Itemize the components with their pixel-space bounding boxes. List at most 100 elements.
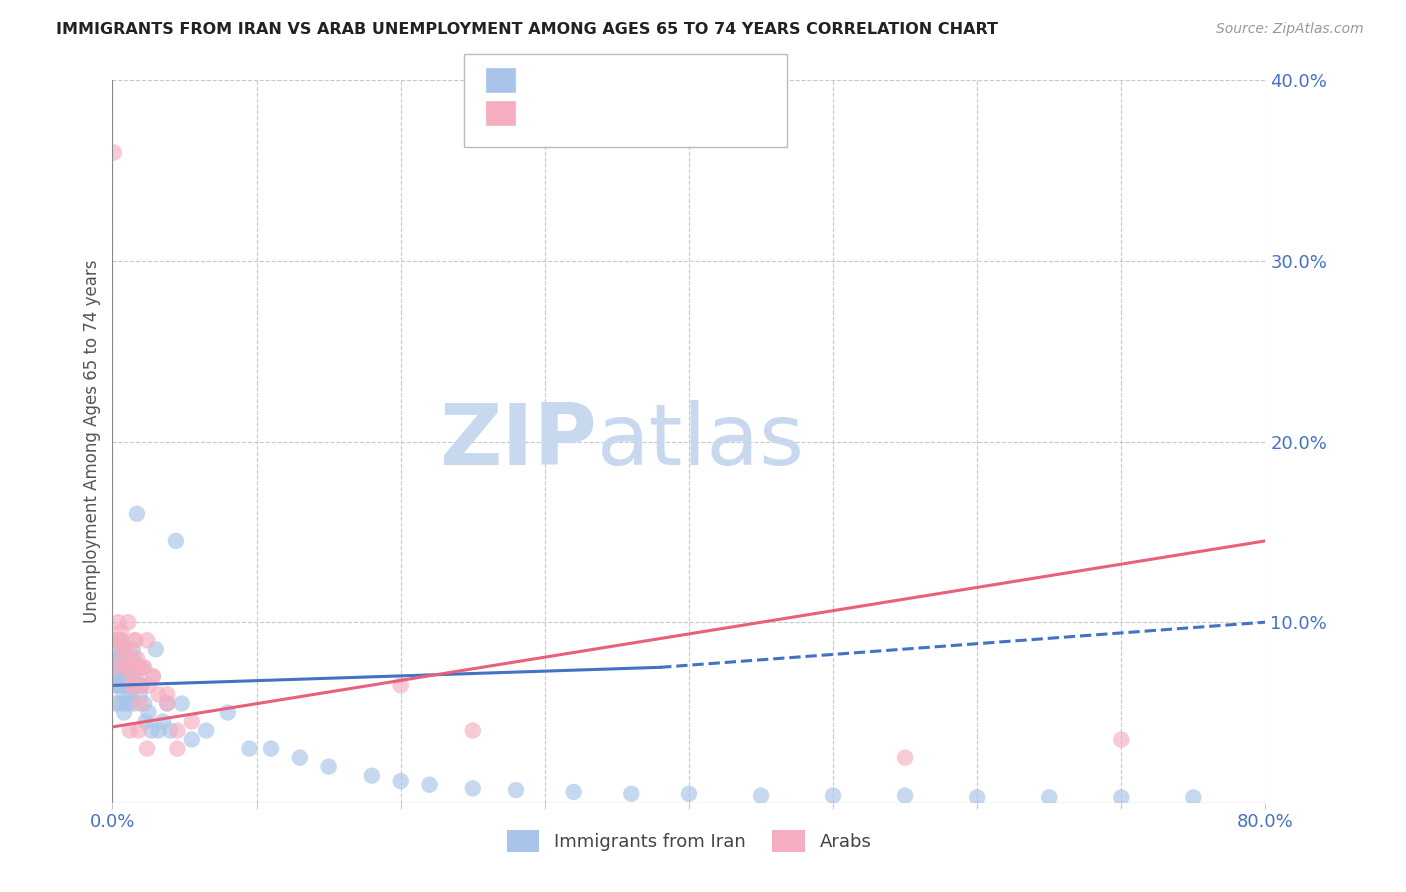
Point bbox=[117, 697, 139, 711]
Point bbox=[110, 633, 132, 648]
Point bbox=[180, 732, 202, 747]
Point bbox=[1038, 790, 1060, 805]
Point bbox=[107, 642, 129, 657]
Point bbox=[115, 642, 138, 657]
Y-axis label: Unemployment Among Ages 65 to 74 years: Unemployment Among Ages 65 to 74 years bbox=[83, 260, 101, 624]
Point bbox=[120, 678, 142, 692]
Point bbox=[138, 678, 160, 692]
Point bbox=[112, 660, 135, 674]
Point bbox=[122, 651, 145, 665]
Point bbox=[1182, 790, 1205, 805]
Point bbox=[180, 714, 202, 729]
Point bbox=[966, 790, 988, 805]
Point bbox=[152, 714, 174, 729]
Point bbox=[505, 783, 527, 797]
Point bbox=[217, 706, 239, 720]
Point bbox=[117, 660, 139, 674]
Point bbox=[389, 774, 412, 789]
Point bbox=[129, 678, 153, 692]
Text: R =: R = bbox=[524, 71, 561, 89]
Point bbox=[260, 741, 283, 756]
Point bbox=[128, 660, 150, 674]
Point bbox=[110, 624, 132, 639]
Point bbox=[136, 741, 159, 756]
Point bbox=[118, 723, 141, 738]
Point bbox=[124, 633, 146, 648]
Point bbox=[288, 750, 311, 764]
Point bbox=[104, 697, 127, 711]
Point bbox=[127, 678, 149, 692]
Point bbox=[120, 678, 142, 692]
Point bbox=[104, 660, 127, 674]
Point bbox=[195, 723, 218, 738]
Point bbox=[749, 789, 772, 803]
Point bbox=[112, 651, 135, 665]
Point bbox=[148, 723, 170, 738]
Point bbox=[103, 145, 125, 160]
Point bbox=[128, 687, 150, 701]
Point bbox=[114, 660, 136, 674]
Point bbox=[104, 651, 127, 665]
Point bbox=[118, 651, 141, 665]
Point bbox=[117, 615, 139, 630]
Point bbox=[121, 669, 143, 683]
Point bbox=[112, 687, 135, 701]
Point bbox=[121, 642, 143, 657]
Text: ZIP: ZIP bbox=[439, 400, 596, 483]
Text: 0.081: 0.081 bbox=[560, 71, 612, 89]
Point bbox=[127, 723, 149, 738]
Point bbox=[620, 787, 643, 801]
Point bbox=[894, 750, 917, 764]
Text: IMMIGRANTS FROM IRAN VS ARAB UNEMPLOYMENT AMONG AGES 65 TO 74 YEARS CORRELATION : IMMIGRANTS FROM IRAN VS ARAB UNEMPLOYMEN… bbox=[56, 22, 998, 37]
Legend: Immigrants from Iran, Arabs: Immigrants from Iran, Arabs bbox=[499, 822, 879, 859]
Point bbox=[115, 678, 138, 692]
Point bbox=[238, 741, 260, 756]
Point bbox=[156, 687, 179, 701]
Point bbox=[105, 660, 128, 674]
Point bbox=[170, 697, 193, 711]
Point bbox=[103, 660, 125, 674]
Point bbox=[165, 533, 187, 548]
Point bbox=[562, 785, 585, 799]
Text: atlas: atlas bbox=[596, 400, 804, 483]
Point bbox=[104, 669, 127, 683]
Point bbox=[1111, 732, 1133, 747]
Point bbox=[135, 714, 157, 729]
Point bbox=[107, 669, 129, 683]
Point bbox=[107, 615, 129, 630]
Point bbox=[105, 633, 128, 648]
Point bbox=[821, 789, 844, 803]
Point bbox=[894, 789, 917, 803]
Point bbox=[122, 633, 145, 648]
Point bbox=[118, 660, 141, 674]
Point bbox=[122, 697, 145, 711]
Point bbox=[461, 723, 484, 738]
Point bbox=[318, 760, 340, 774]
Text: Source: ZipAtlas.com: Source: ZipAtlas.com bbox=[1216, 22, 1364, 37]
Point bbox=[114, 669, 136, 683]
Point bbox=[145, 642, 167, 657]
Point bbox=[1111, 790, 1133, 805]
Point bbox=[115, 651, 138, 665]
Point bbox=[110, 669, 132, 683]
Point bbox=[142, 669, 165, 683]
Text: N =: N = bbox=[623, 104, 659, 122]
Point bbox=[156, 697, 179, 711]
Point bbox=[129, 678, 153, 692]
Point bbox=[114, 697, 136, 711]
Point bbox=[125, 651, 148, 665]
Point bbox=[108, 651, 131, 665]
Point bbox=[138, 706, 160, 720]
Text: 41: 41 bbox=[658, 104, 681, 122]
Point bbox=[111, 642, 134, 657]
Point bbox=[134, 660, 156, 674]
Point bbox=[678, 787, 700, 801]
Point bbox=[360, 769, 382, 783]
Point bbox=[108, 697, 131, 711]
Point bbox=[127, 660, 149, 674]
Point bbox=[125, 507, 148, 521]
Point bbox=[128, 697, 150, 711]
Point bbox=[142, 669, 165, 683]
Point bbox=[112, 706, 135, 720]
Point bbox=[108, 678, 131, 692]
